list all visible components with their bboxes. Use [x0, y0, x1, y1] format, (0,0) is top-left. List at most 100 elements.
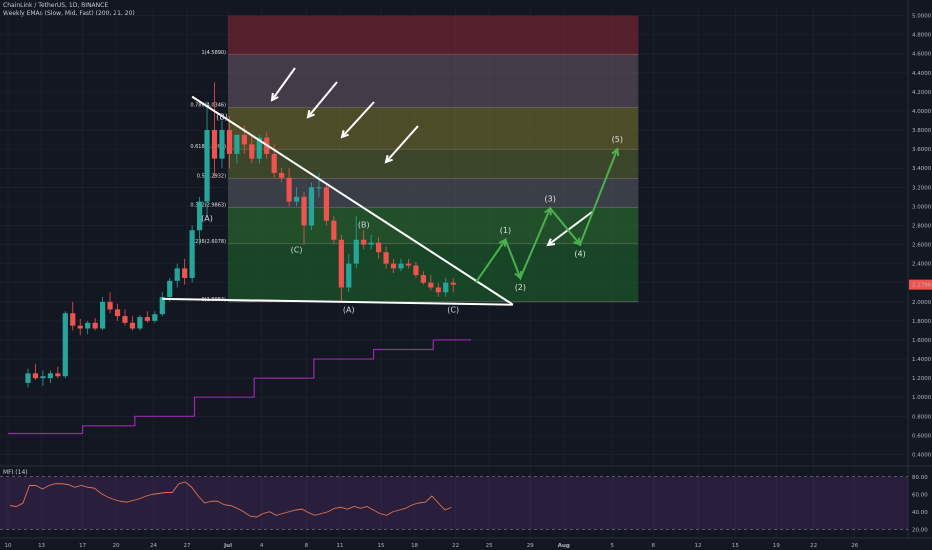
annotation-arrow [307, 81, 338, 118]
projection-path [474, 148, 619, 284]
y-tick-label: 5.0000 [912, 14, 932, 20]
candle-body [353, 239, 359, 264]
x-tick-label: 10 [5, 543, 12, 549]
x-tick-label: 22 [452, 543, 459, 549]
candle-body [383, 252, 389, 264]
ema-line [8, 339, 472, 435]
mfi-tick-label: 60.00 [912, 492, 928, 498]
y-tick-label: 0.6000 [912, 433, 932, 439]
mfi-band [0, 476, 908, 530]
y-tick-label: 2.4000 [912, 262, 932, 268]
wave-label: (A) [343, 306, 355, 315]
candle-body [323, 187, 329, 221]
y-tick-label: 0.4000 [912, 452, 932, 458]
mfi-line [9, 481, 452, 518]
support-line [162, 297, 513, 306]
y-tick-label: 4.6000 [912, 52, 932, 58]
x-tick-label: 8 [305, 543, 309, 549]
annotation-arrow [271, 67, 296, 101]
fib-zone [228, 54, 639, 108]
x-tick-label: 12 [695, 543, 702, 549]
y-tick-label: 4.2000 [912, 90, 932, 96]
candle-body [107, 301, 113, 310]
candle-body [159, 297, 165, 315]
candle-body [428, 282, 434, 288]
x-tick-label: 13 [38, 543, 45, 549]
y-tick-label: 4.4000 [912, 71, 932, 77]
wave-label: (C) [291, 246, 303, 255]
candle-body [256, 137, 262, 159]
candle-body [219, 130, 225, 159]
wave-label: (A) [201, 214, 213, 223]
x-tick-label: 19 [773, 543, 780, 549]
y-tick-label: 1.0000 [912, 395, 932, 401]
x-tick-label: 18 [411, 543, 418, 549]
candle-body [398, 263, 404, 269]
wave-label: (B) [358, 221, 370, 230]
candle-body [92, 322, 98, 329]
candle-body [241, 134, 247, 145]
candle-body [122, 316, 128, 323]
annotation-arrow [341, 101, 375, 138]
candle-body [293, 196, 300, 202]
y-tick-label: 1.4000 [912, 357, 932, 363]
y-tick-label: 3.6000 [912, 147, 932, 153]
projection-label: (5) [612, 135, 623, 144]
y-tick-label: 2.8000 [912, 223, 932, 229]
candle-body [114, 309, 121, 317]
projection-label: (3) [545, 194, 556, 203]
candle-body [137, 317, 143, 329]
candle-body [338, 239, 344, 288]
y-tick-label: 2.6000 [912, 243, 932, 249]
candle-body [167, 280, 173, 298]
x-tick-label: Jul [223, 543, 232, 549]
candle-body [390, 263, 397, 269]
fib-zone [228, 15, 639, 55]
candle-body [376, 242, 382, 253]
candle-body [271, 153, 277, 173]
mfi-tick-label: 20.00 [912, 527, 928, 533]
x-tick-label: 4 [260, 543, 264, 549]
x-tick-label: 5 [611, 543, 615, 549]
last-price-tag [909, 279, 932, 290]
y-tick-label: 1.6000 [912, 338, 932, 344]
candle-body [316, 187, 322, 189]
y-tick-label: 3.2000 [912, 185, 932, 191]
candle-body [77, 325, 83, 329]
x-tick-label: 8 [652, 543, 656, 549]
projection-arrow-head [573, 237, 582, 247]
wave-label: (C) [447, 306, 459, 315]
x-tick-label: 15 [732, 543, 739, 549]
candle-body [182, 268, 188, 278]
annotation-arrow [385, 125, 419, 163]
x-tick-label: 11 [336, 543, 343, 549]
candle-body [40, 376, 46, 379]
candle-body [279, 172, 285, 178]
candle-body [234, 134, 240, 154]
y-tick-label: 3.0000 [912, 204, 932, 210]
mfi-tick-label: 40.00 [912, 510, 928, 516]
arrow-head [384, 154, 393, 164]
fib-label: 0.236(2.6078) [190, 239, 226, 245]
descending-trendline [191, 95, 514, 306]
candle-body [286, 177, 292, 202]
fib-zone [228, 149, 639, 179]
fib-label: 1(4.5890) [201, 50, 226, 56]
candle-body [129, 322, 136, 329]
candle-body [301, 196, 307, 226]
projection-arrow-head [514, 270, 523, 280]
arrow-head [546, 238, 556, 247]
candle-body [211, 130, 218, 159]
candle-body [85, 322, 91, 329]
x-tick-label: 27 [184, 543, 191, 549]
y-tick-label: 3.8000 [912, 128, 932, 134]
indicator-label: Weekly EMAs (Slow, Mid, Fast) (200, 21, … [3, 10, 135, 17]
candle-body [435, 287, 441, 293]
mfi-tick-label: 80.00 [912, 475, 928, 481]
y-tick-label: 2.0000 [912, 300, 932, 306]
candle-body [189, 230, 195, 278]
candle-body [100, 301, 106, 329]
arrow-head [306, 109, 315, 119]
candle-body [32, 373, 39, 379]
